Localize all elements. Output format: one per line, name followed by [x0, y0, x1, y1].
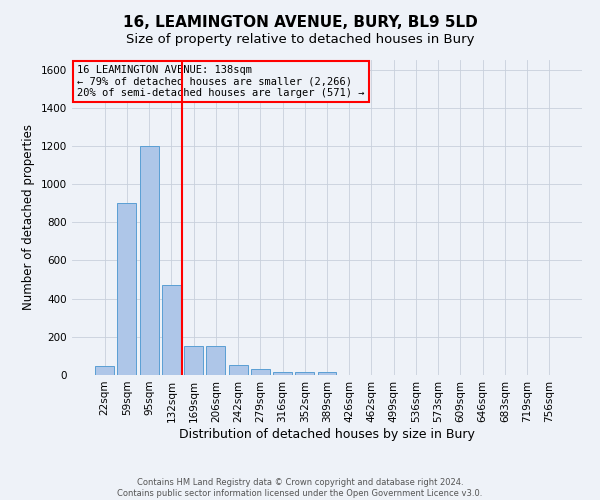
Bar — [229, 364, 248, 375]
Bar — [118, 203, 136, 375]
Bar — [317, 372, 337, 375]
Bar — [251, 370, 270, 375]
Bar — [184, 346, 203, 375]
Text: 16 LEAMINGTON AVENUE: 138sqm
← 79% of detached houses are smaller (2,266)
20% of: 16 LEAMINGTON AVENUE: 138sqm ← 79% of de… — [77, 64, 365, 98]
Bar — [140, 146, 158, 375]
Bar — [162, 286, 181, 375]
Bar — [295, 372, 314, 375]
X-axis label: Distribution of detached houses by size in Bury: Distribution of detached houses by size … — [179, 428, 475, 440]
Text: 16, LEAMINGTON AVENUE, BURY, BL9 5LD: 16, LEAMINGTON AVENUE, BURY, BL9 5LD — [122, 15, 478, 30]
Bar — [206, 346, 225, 375]
Text: Size of property relative to detached houses in Bury: Size of property relative to detached ho… — [126, 32, 474, 46]
Bar — [273, 372, 292, 375]
Y-axis label: Number of detached properties: Number of detached properties — [22, 124, 35, 310]
Text: Contains HM Land Registry data © Crown copyright and database right 2024.
Contai: Contains HM Land Registry data © Crown c… — [118, 478, 482, 498]
Bar — [95, 366, 114, 375]
